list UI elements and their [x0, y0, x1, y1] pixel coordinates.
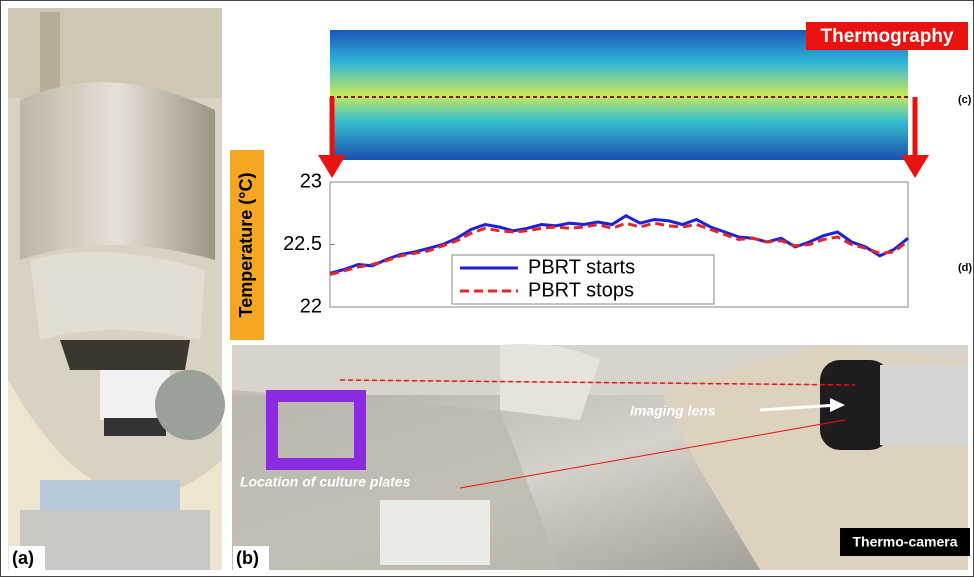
annotation: Imaging lens: [630, 403, 716, 419]
y-tick-label: 22.5: [283, 233, 322, 255]
thermography-label: Thermography: [820, 26, 953, 47]
panel-label: (c): [958, 94, 972, 106]
legend-label: PBRT stops: [528, 279, 634, 301]
y-axis-label: Temperature (°C): [236, 173, 256, 318]
annotation: Thermo-camera: [852, 534, 957, 550]
y-tick-label: 22: [300, 295, 322, 317]
legend-label: PBRT starts: [528, 256, 635, 278]
panel-label: (d): [958, 262, 972, 274]
panel-label: (b): [236, 548, 259, 568]
figure: Thermography (c) (d) Temperature (°C) 22…: [0, 0, 974, 577]
panel-label: (a): [12, 548, 34, 568]
photo-gantry: [8, 8, 225, 570]
annotation: Location of culture plates: [240, 474, 411, 490]
y-tick-label: 23: [300, 170, 322, 192]
